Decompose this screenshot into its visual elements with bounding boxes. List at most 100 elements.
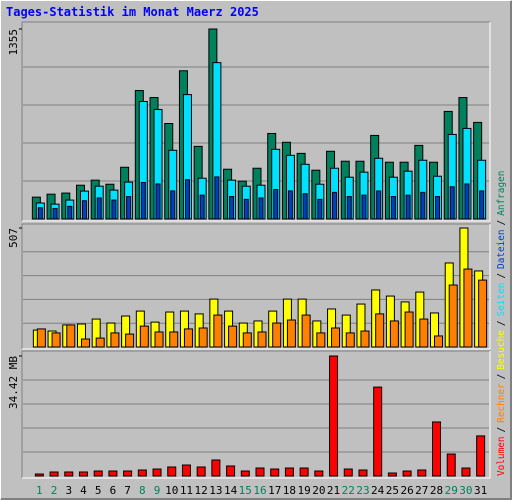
bar: [169, 331, 179, 348]
legend-entry: Besuche: [496, 330, 507, 370]
x-tick-label: 9: [154, 484, 161, 497]
bar: [284, 467, 294, 477]
x-tick-label: 24: [371, 484, 385, 497]
bar: [243, 198, 249, 220]
bar: [214, 176, 220, 220]
bar: [316, 332, 326, 348]
bar: [405, 194, 411, 220]
x-tick-label: 19: [298, 484, 311, 497]
bar: [446, 453, 456, 477]
bar: [211, 459, 221, 477]
bar: [140, 182, 146, 220]
bar: [170, 190, 176, 220]
x-tick-label: 6: [110, 484, 117, 497]
bar: [417, 469, 427, 477]
legend-entry: Anfragen: [496, 171, 507, 216]
plot-area: [21, 350, 491, 479]
bar: [257, 331, 267, 348]
x-tick-label: 22: [342, 484, 355, 497]
bar: [360, 330, 370, 348]
x-tick-label: 5: [95, 484, 102, 497]
bar: [242, 332, 252, 348]
bar: [479, 190, 485, 220]
bar: [81, 200, 87, 220]
bar: [52, 207, 58, 220]
bar: [476, 435, 486, 477]
bar: [287, 190, 293, 220]
bar: [329, 355, 339, 477]
bar: [49, 471, 59, 477]
bar: [34, 473, 44, 477]
bar: [226, 465, 236, 477]
bar: [358, 469, 368, 477]
x-tick-label: 23: [356, 484, 369, 497]
bar: [154, 331, 164, 348]
bar: [434, 335, 444, 348]
x-tick-label: 12: [195, 484, 208, 497]
bar: [152, 468, 162, 477]
bar: [449, 186, 455, 220]
bar: [37, 207, 43, 220]
x-tick-label: 15: [239, 484, 252, 497]
bar: [387, 472, 397, 477]
bar: [432, 421, 442, 477]
bar: [255, 467, 265, 477]
bar: [435, 196, 441, 220]
bar: [464, 183, 470, 220]
bar: [461, 467, 471, 477]
bar: [228, 325, 238, 348]
bar: [213, 314, 223, 348]
bar: [240, 470, 250, 477]
bar: [389, 320, 399, 348]
bar: [96, 197, 102, 220]
bar: [272, 322, 282, 348]
x-tick-label: 8: [139, 484, 146, 497]
x-tick-label: 2: [51, 484, 58, 497]
legend-entry: Volumen: [496, 436, 507, 476]
bar: [93, 470, 103, 477]
bar: [126, 196, 132, 220]
bar: [343, 468, 353, 477]
x-tick-label: 17: [268, 484, 281, 497]
legend-separator: /: [496, 374, 507, 380]
bar: [198, 327, 208, 348]
y-tick-label: 1355: [7, 29, 20, 56]
bar: [273, 189, 279, 220]
bar: [229, 196, 235, 220]
y-tick-label: 507: [7, 228, 20, 248]
legend-entry: Dateien: [496, 229, 507, 269]
bar: [448, 284, 458, 348]
bar: [167, 466, 177, 477]
legend-separator: /: [496, 320, 507, 326]
legend-separator: /: [496, 220, 507, 226]
x-tick-label: 28: [430, 484, 443, 497]
bar: [66, 324, 76, 348]
x-tick-label: 26: [400, 484, 413, 497]
bar: [111, 199, 117, 220]
bar: [373, 386, 383, 477]
bar: [139, 325, 149, 348]
bar: [184, 179, 190, 220]
bar: [286, 319, 296, 348]
plot-edge: [22, 224, 491, 350]
bar: [478, 279, 488, 348]
bar: [346, 196, 352, 220]
bar: [125, 333, 135, 348]
bar: [332, 191, 338, 220]
bar: [196, 466, 206, 477]
bar: [110, 332, 120, 348]
plot-edge: [22, 351, 491, 479]
x-tick-label: 13: [209, 484, 222, 497]
x-tick-label: 16: [253, 484, 266, 497]
legend: Volumen / Rechner / Besuche / Seiten / Dateien / A…: [496, 171, 507, 476]
x-tick-label: 29: [445, 484, 458, 497]
x-tick-label: 18: [283, 484, 296, 497]
bar: [123, 470, 133, 477]
x-tick-label: 30: [459, 484, 472, 497]
x-tick-label: 10: [165, 484, 178, 497]
y-tick-label: 34.42 MB: [7, 356, 20, 409]
bar: [404, 311, 414, 348]
bar: [137, 469, 147, 477]
x-tick-label: 27: [415, 484, 428, 497]
